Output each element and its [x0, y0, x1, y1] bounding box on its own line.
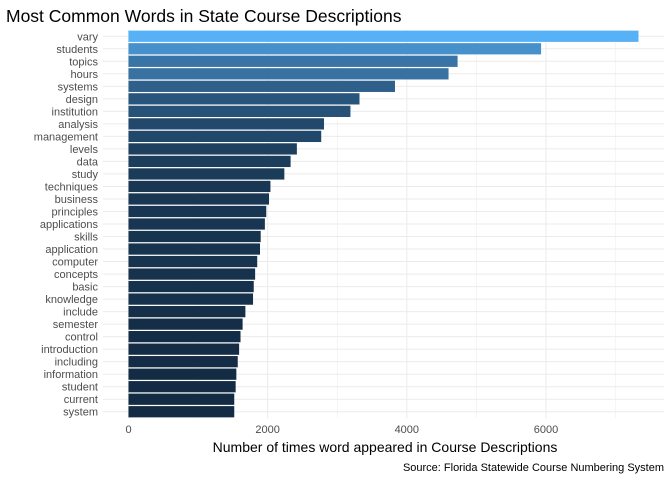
category-label-topics: topics [69, 56, 98, 68]
category-label-concepts: concepts [54, 269, 99, 281]
bar-management [128, 130, 322, 143]
x-tick-label: 4000 [395, 424, 419, 436]
bar-student [128, 381, 236, 393]
x-axis-title: Number of times word appeared in Course … [213, 439, 558, 455]
category-label-system: system [63, 407, 98, 419]
bar-institution [128, 105, 351, 117]
x-tick-label: 6000 [534, 424, 558, 436]
bar-introduction [128, 343, 240, 355]
bar-current [128, 393, 235, 405]
bar-information [128, 368, 237, 380]
x-tick-label: 0 [125, 424, 131, 436]
category-label-analysis: analysis [58, 119, 98, 131]
bar-techniques [128, 180, 271, 193]
category-label-including: including [55, 357, 98, 369]
category-label-control: control [65, 332, 98, 344]
category-label-information: information [44, 369, 98, 381]
category-label-introduction: introduction [41, 344, 98, 356]
bar-include [128, 305, 246, 318]
bar-computer [128, 255, 258, 268]
bar-control [128, 331, 241, 343]
category-label-vary: vary [77, 31, 98, 43]
category-label-skills: skills [74, 232, 98, 244]
category-label-current: current [64, 394, 98, 406]
bar-hours [128, 68, 449, 80]
category-label-include: include [63, 307, 98, 319]
category-label-business: business [55, 194, 99, 206]
bar-study [128, 168, 285, 180]
bar-data [128, 155, 291, 168]
bar-semester [128, 318, 243, 330]
category-label-levels: levels [70, 144, 99, 156]
category-label-institution: institution [52, 106, 98, 118]
bars [128, 30, 639, 418]
category-label-semester: semester [53, 319, 99, 331]
bar-basic [128, 280, 254, 293]
x-axis-tick-labels: 0 2000 4000 6000 [125, 424, 558, 436]
category-label-applications: applications [40, 219, 99, 231]
bar-including [128, 356, 238, 368]
category-label-systems: systems [58, 81, 99, 93]
bar-analysis [128, 118, 325, 130]
bar-knowledge [128, 293, 254, 305]
category-label-students: students [56, 44, 98, 56]
category-label-design: design [66, 94, 98, 106]
x-tick-label: 2000 [255, 424, 279, 436]
category-label-student: student [62, 382, 98, 394]
bar-vary [128, 30, 639, 42]
category-label-hours: hours [70, 69, 98, 81]
bar-system [128, 406, 235, 418]
bar-concepts [128, 268, 256, 280]
category-tick-labels: varystudentstopicshourssystemsdesigninst… [34, 31, 99, 418]
category-label-knowledge: knowledge [45, 294, 98, 306]
bar-design [128, 93, 360, 105]
chart-caption: Source: Florida Statewide Course Numberi… [403, 462, 664, 474]
category-label-study: study [72, 169, 99, 181]
category-label-management: management [34, 131, 98, 143]
bar-skills [128, 230, 261, 243]
bar-applications [128, 218, 265, 230]
category-label-basic: basic [72, 282, 98, 294]
category-label-application: application [45, 244, 98, 256]
bar-students [128, 43, 542, 55]
category-label-computer: computer [52, 257, 98, 269]
bar-levels [128, 143, 297, 155]
bar-application [128, 243, 261, 255]
bar-systems [128, 80, 395, 92]
category-label-techniques: techniques [45, 181, 99, 193]
category-label-data: data [77, 156, 99, 168]
category-label-principles: principles [52, 206, 99, 218]
chart-title: Most Common Words in State Course Descri… [6, 6, 402, 26]
bar-principles [128, 205, 267, 218]
bar-topics [128, 55, 458, 67]
bar-business [128, 193, 270, 205]
